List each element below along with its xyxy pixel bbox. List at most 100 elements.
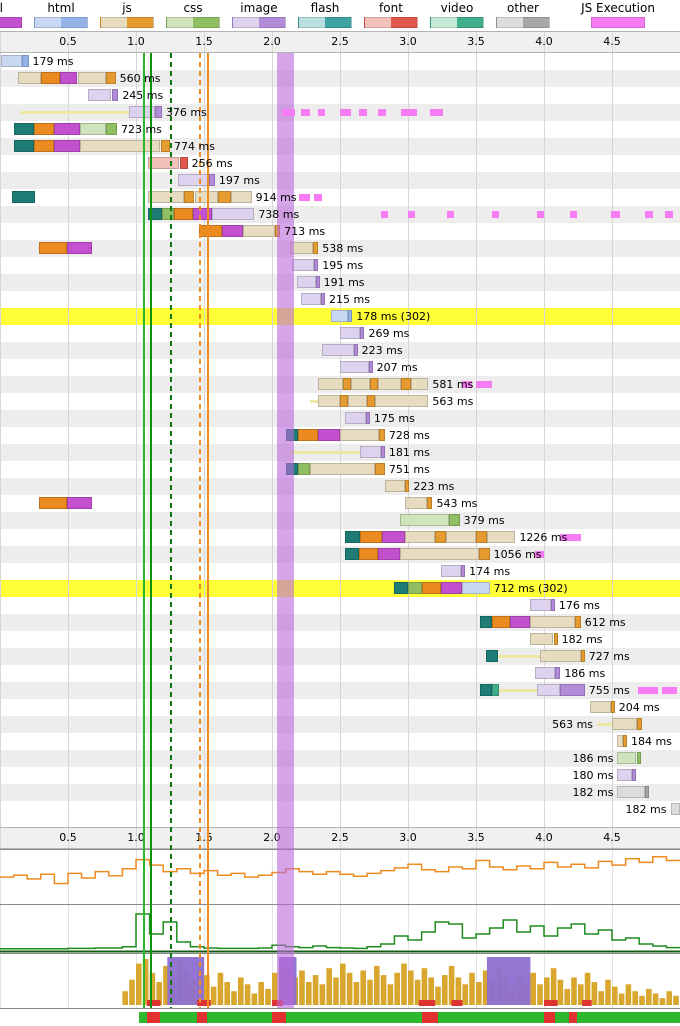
legend-item-flash: flash <box>292 1 358 28</box>
request-segment-ssl <box>318 429 340 441</box>
request-row[interactable]: 176 ms <box>0 597 680 614</box>
request-segment-dns <box>13 140 34 152</box>
request-row[interactable]: 713 ms <box>0 223 680 240</box>
request-row[interactable]: 1226 ms <box>0 529 680 546</box>
request-row[interactable]: 180 ms <box>0 767 680 784</box>
request-row[interactable]: 245 ms <box>0 87 680 104</box>
request-row[interactable]: 755 ms <box>0 682 680 699</box>
legend-item-css: css <box>160 1 226 28</box>
request-row[interactable]: 723 ms <box>0 121 680 138</box>
request-row[interactable]: 774 ms <box>0 138 680 155</box>
request-row[interactable]: 538 ms <box>0 240 680 257</box>
legend-label: ssl <box>0 1 3 15</box>
request-row[interactable]: 543 ms <box>0 495 680 512</box>
request-segment-jsD <box>217 191 232 203</box>
request-row[interactable]: 186 ms <box>0 750 680 767</box>
request-row-redirect[interactable]: 712 ms (302) <box>0 580 680 597</box>
request-timing-label: 1056 ms <box>493 548 542 561</box>
request-segment-jsL <box>399 548 479 560</box>
time-tick-label: 3.0 <box>399 831 417 844</box>
js-execution-mark <box>378 109 387 116</box>
request-row[interactable]: 376 ms <box>0 104 680 121</box>
request-row[interactable]: 563 ms <box>0 393 680 410</box>
request-timing-label: 174 ms <box>469 565 511 578</box>
request-segment-jsD <box>580 650 585 662</box>
time-axis-bottom: 0.5 1.0 1.5 2.0 2.5 3.0 3.5 4.0 4.5 <box>0 827 680 849</box>
waterfall-chart: 179 ms 560 ms 245 ms 376 ms 723 ms 774 ms 256 … <box>0 53 680 827</box>
request-segment-jsD <box>379 429 385 441</box>
request-row[interactable]: 191 ms <box>0 274 680 291</box>
js-execution-mark <box>492 211 500 218</box>
interactive-blocked-segment <box>272 1012 286 1023</box>
request-row[interactable]: 215 ms <box>0 291 680 308</box>
js-execution-mark <box>299 194 311 201</box>
request-timing-label: 191 ms <box>323 276 365 289</box>
request-row[interactable]: 182 ms <box>0 631 680 648</box>
request-row[interactable]: 256 ms <box>0 155 680 172</box>
request-segment-jsL <box>231 191 252 203</box>
request-segment-imgL <box>296 276 316 288</box>
request-segment-con <box>40 72 60 84</box>
request-row[interactable]: 379 ms <box>0 512 680 529</box>
request-timing-label: 223 ms <box>413 480 455 493</box>
legend-item-other: other <box>490 1 556 28</box>
request-row[interactable]: 175 ms <box>0 410 680 427</box>
request-timing-label: 186 ms <box>564 667 606 680</box>
page-interactive-bar <box>0 1008 680 1026</box>
request-row[interactable]: 182 ms <box>0 784 680 801</box>
request-row[interactable]: 563 ms <box>0 716 680 733</box>
request-row[interactable]: 914 ms <box>0 189 680 206</box>
request-row[interactable]: 186 ms <box>0 665 680 682</box>
request-row[interactable]: 207 ms <box>0 359 680 376</box>
request-segment-jsD <box>405 480 410 492</box>
js-execution-mark <box>476 381 493 388</box>
time-tick-label: 0.5 <box>59 35 77 48</box>
request-row[interactable]: 728 ms <box>0 427 680 444</box>
request-segment-jsD <box>274 225 281 237</box>
request-row[interactable]: 1056 ms <box>0 546 680 563</box>
request-segment-jsL <box>375 395 429 407</box>
request-row[interactable]: 179 ms <box>0 53 680 70</box>
request-row[interactable]: 223 ms <box>0 342 680 359</box>
request-row[interactable]: 612 ms <box>0 614 680 631</box>
js-execution-mark <box>380 211 388 218</box>
request-segment-jsL <box>148 191 184 203</box>
request-row[interactable]: 204 ms <box>0 699 680 716</box>
request-segment-jsD <box>106 72 116 84</box>
request-segment-imgD <box>365 412 370 424</box>
request-segment-con <box>34 123 55 135</box>
request-row[interactable]: 727 ms <box>0 648 680 665</box>
request-row[interactable]: 581 ms <box>0 376 680 393</box>
request-row[interactable]: 197 ms <box>0 172 680 189</box>
time-tick-label: 0.5 <box>59 831 77 844</box>
request-row[interactable]: 181 ms <box>0 444 680 461</box>
request-segment-dns <box>485 650 498 662</box>
legend-item-font: font <box>358 1 424 28</box>
request-row[interactable]: 184 ms <box>0 733 680 750</box>
request-row[interactable]: 751 ms <box>0 461 680 478</box>
request-row[interactable]: 738 ms <box>0 206 680 223</box>
request-row[interactable]: 182 ms <box>0 801 680 818</box>
request-segment-jsL <box>243 225 275 237</box>
request-row[interactable]: 560 ms <box>0 70 680 87</box>
request-timing-label: 269 ms <box>368 327 410 340</box>
request-segment-imgL <box>537 684 561 696</box>
request-timing-label: 178 ms (302) <box>356 310 431 323</box>
request-segment-ssl <box>221 225 244 237</box>
request-row[interactable]: 269 ms <box>0 325 680 342</box>
request-segment-cssD <box>161 208 174 220</box>
request-row[interactable]: 174 ms <box>0 563 680 580</box>
request-segment-imgD <box>209 174 215 186</box>
request-segment-htmlL <box>330 310 349 322</box>
request-segment-line <box>310 400 319 403</box>
request-segment-imgL <box>88 89 112 101</box>
request-row-redirect[interactable]: 178 ms (302) <box>0 308 680 325</box>
js-execution-mark <box>569 211 577 218</box>
time-tick-label: 2.0 <box>263 35 281 48</box>
request-segment-cssL <box>80 123 106 135</box>
request-segment-jsL <box>289 242 313 254</box>
request-row[interactable]: 223 ms <box>0 478 680 495</box>
request-timing-label: 1226 ms <box>519 531 568 544</box>
request-row[interactable]: 195 ms <box>0 257 680 274</box>
resource-type-legend: ssl html js css image flash font video other JS E… <box>0 0 680 31</box>
